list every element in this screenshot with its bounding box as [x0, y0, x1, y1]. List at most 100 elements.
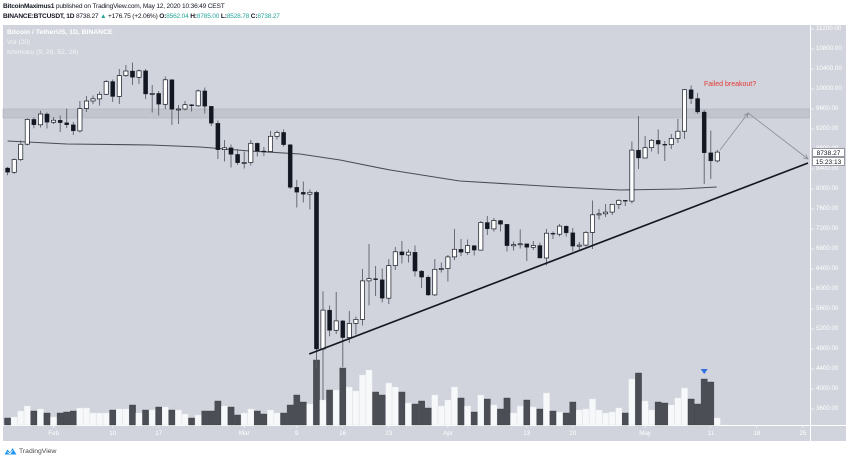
candle-bullish[interactable]: [406, 251, 411, 256]
candle-bullish[interactable]: [609, 203, 615, 213]
candle-bearish[interactable]: [209, 106, 214, 124]
candle-bearish[interactable]: [623, 200, 628, 202]
candle-bearish[interactable]: [301, 192, 306, 195]
candle-bearish[interactable]: [662, 144, 668, 146]
candle-bearish[interactable]: [399, 251, 405, 256]
candle-bearish[interactable]: [44, 113, 50, 123]
candle-bearish[interactable]: [570, 232, 576, 247]
candle-bearish[interactable]: [373, 278, 378, 280]
candle-bearish[interactable]: [281, 132, 286, 145]
candle-bearish[interactable]: [701, 111, 707, 153]
candle-bullish[interactable]: [360, 280, 365, 320]
candle-bullish[interactable]: [51, 119, 57, 123]
candle-bullish[interactable]: [182, 104, 188, 110]
candle-bearish[interactable]: [458, 249, 464, 253]
candle-bearish[interactable]: [340, 320, 346, 338]
candle-bullish[interactable]: [576, 244, 582, 247]
candle-bearish[interactable]: [708, 152, 714, 162]
candle-bearish[interactable]: [636, 149, 641, 159]
candle-bullish[interactable]: [590, 214, 595, 233]
candle-bullish[interactable]: [544, 232, 549, 259]
ascending-trendline[interactable]: [308, 162, 809, 355]
candle-bullish[interactable]: [176, 108, 181, 111]
legend-symbol-title[interactable]: Bitcoin / TetherUS, 1D, BINANCE: [7, 29, 113, 36]
candle-bearish[interactable]: [504, 224, 510, 246]
candle-bearish[interactable]: [143, 70, 148, 95]
candle-bullish[interactable]: [97, 93, 103, 100]
projection-path[interactable]: [719, 112, 809, 160]
candle-bearish[interactable]: [695, 98, 700, 113]
resistance-zone[interactable]: [2, 108, 811, 119]
candle-bullish[interactable]: [307, 191, 313, 195]
candle-bearish[interactable]: [5, 167, 10, 173]
candle-bearish[interactable]: [294, 187, 300, 193]
candle-bullish[interactable]: [11, 159, 17, 173]
candle-bullish[interactable]: [353, 319, 359, 324]
candle-bullish[interactable]: [195, 90, 201, 107]
candle-bearish[interactable]: [215, 123, 221, 150]
candle-bullish[interactable]: [346, 323, 352, 338]
candle-bullish[interactable]: [649, 139, 655, 148]
legend-volume[interactable]: Vol (20): [7, 39, 31, 46]
candle-bearish[interactable]: [485, 222, 490, 230]
candle-bullish[interactable]: [438, 268, 444, 270]
candle-bullish[interactable]: [668, 138, 674, 146]
candle-bullish[interactable]: [491, 220, 497, 230]
candle-bullish[interactable]: [675, 130, 681, 139]
legend-ichimoku[interactable]: Ichimoku (9, 26, 52, 26): [7, 49, 79, 56]
candle-bearish[interactable]: [169, 79, 175, 110]
candle-bullish[interactable]: [136, 70, 142, 78]
candle-bearish[interactable]: [688, 89, 694, 99]
candle-bullish[interactable]: [445, 256, 451, 269]
candle-bullish[interactable]: [241, 162, 247, 164]
candle-bullish[interactable]: [714, 151, 720, 162]
candle-bearish[interactable]: [255, 143, 260, 152]
event-marker-triangle-icon[interactable]: [700, 369, 708, 374]
candle-bearish[interactable]: [261, 150, 267, 153]
candle-bearish[interactable]: [156, 93, 161, 105]
candle-bullish[interactable]: [333, 320, 339, 331]
candle-bullish[interactable]: [603, 211, 609, 215]
candle-bearish[interactable]: [563, 225, 569, 234]
candle-bearish[interactable]: [379, 279, 385, 299]
candle-bullish[interactable]: [268, 135, 273, 152]
candle-bearish[interactable]: [412, 252, 418, 272]
candle-bullish[interactable]: [642, 147, 648, 159]
candle-bullish[interactable]: [517, 243, 523, 246]
candle-bullish[interactable]: [77, 108, 83, 132]
candle-bearish[interactable]: [314, 192, 319, 350]
candle-bearish[interactable]: [327, 309, 332, 331]
author-link[interactable]: BitcoinMaximus1: [3, 3, 55, 10]
candle-bearish[interactable]: [550, 233, 556, 235]
candle-bullish[interactable]: [530, 245, 536, 248]
candle-bearish[interactable]: [202, 90, 208, 107]
candle-bearish[interactable]: [189, 104, 194, 106]
candle-bullish[interactable]: [366, 278, 372, 282]
candle-bullish[interactable]: [452, 248, 457, 258]
candle-bearish[interactable]: [235, 154, 240, 163]
candle-bearish[interactable]: [64, 122, 69, 125]
tradingview-brand[interactable]: TradingView: [19, 447, 57, 455]
candle-bullish[interactable]: [557, 225, 563, 235]
candle-bullish[interactable]: [18, 143, 24, 160]
candle-bullish[interactable]: [596, 213, 602, 216]
candle-bullish[interactable]: [274, 132, 280, 137]
candle-bearish[interactable]: [287, 144, 293, 188]
candle-bearish[interactable]: [71, 124, 76, 132]
candle-bullish[interactable]: [583, 232, 589, 246]
candle-bullish[interactable]: [616, 199, 622, 205]
candle-bearish[interactable]: [498, 220, 503, 225]
candle-bullish[interactable]: [511, 244, 517, 247]
candle-bullish[interactable]: [478, 222, 484, 251]
candle-bullish[interactable]: [149, 93, 155, 95]
candle-bullish[interactable]: [116, 75, 122, 97]
candle-bearish[interactable]: [537, 245, 543, 259]
candle-bearish[interactable]: [425, 277, 431, 296]
candle-bullish[interactable]: [84, 100, 89, 109]
candle-bearish[interactable]: [419, 270, 424, 278]
candle-bullish[interactable]: [162, 79, 168, 105]
candle-bullish[interactable]: [320, 309, 326, 350]
candle-bullish[interactable]: [248, 142, 254, 163]
candle-bullish[interactable]: [465, 245, 471, 253]
